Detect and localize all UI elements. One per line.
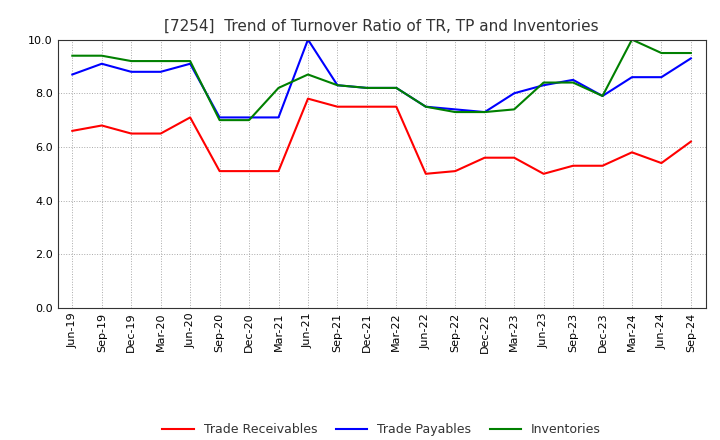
Trade Payables — [598, 93, 607, 99]
Trade Receivables — [628, 150, 636, 155]
Trade Receivables — [97, 123, 106, 128]
Trade Payables — [245, 115, 253, 120]
Inventories — [97, 53, 106, 59]
Inventories — [421, 104, 430, 109]
Inventories — [245, 117, 253, 123]
Inventories — [215, 117, 224, 123]
Inventories — [539, 80, 548, 85]
Inventories — [392, 85, 400, 91]
Trade Payables — [628, 74, 636, 80]
Trade Receivables — [245, 169, 253, 174]
Legend: Trade Receivables, Trade Payables, Inventories: Trade Receivables, Trade Payables, Inven… — [157, 418, 606, 440]
Trade Payables — [274, 115, 283, 120]
Trade Receivables — [304, 96, 312, 101]
Inventories — [68, 53, 76, 59]
Trade Payables — [68, 72, 76, 77]
Trade Payables — [480, 110, 489, 115]
Trade Receivables — [569, 163, 577, 169]
Inventories — [687, 50, 696, 55]
Trade Payables — [392, 85, 400, 91]
Inventories — [451, 110, 459, 115]
Trade Receivables — [68, 128, 76, 133]
Inventories — [628, 37, 636, 42]
Trade Payables — [333, 83, 342, 88]
Inventories — [156, 59, 165, 64]
Inventories — [127, 59, 135, 64]
Trade Receivables — [392, 104, 400, 109]
Inventories — [598, 93, 607, 99]
Trade Receivables — [687, 139, 696, 144]
Title: [7254]  Trend of Turnover Ratio of TR, TP and Inventories: [7254] Trend of Turnover Ratio of TR, TP… — [164, 19, 599, 34]
Trade Payables — [421, 104, 430, 109]
Trade Payables — [215, 115, 224, 120]
Inventories — [569, 80, 577, 85]
Trade Receivables — [480, 155, 489, 160]
Trade Payables — [687, 56, 696, 61]
Trade Payables — [304, 37, 312, 42]
Trade Payables — [539, 83, 548, 88]
Trade Payables — [156, 69, 165, 74]
Trade Receivables — [539, 171, 548, 176]
Trade Receivables — [451, 169, 459, 174]
Inventories — [510, 107, 518, 112]
Line: Trade Payables: Trade Payables — [72, 40, 691, 117]
Trade Receivables — [215, 169, 224, 174]
Trade Payables — [569, 77, 577, 82]
Inventories — [333, 83, 342, 88]
Trade Receivables — [333, 104, 342, 109]
Trade Payables — [127, 69, 135, 74]
Trade Payables — [451, 107, 459, 112]
Trade Receivables — [127, 131, 135, 136]
Inventories — [304, 72, 312, 77]
Trade Payables — [363, 85, 372, 91]
Trade Receivables — [421, 171, 430, 176]
Inventories — [274, 85, 283, 91]
Line: Inventories: Inventories — [72, 40, 691, 120]
Trade Payables — [97, 61, 106, 66]
Trade Payables — [657, 74, 666, 80]
Inventories — [480, 110, 489, 115]
Inventories — [363, 85, 372, 91]
Line: Trade Receivables: Trade Receivables — [72, 99, 691, 174]
Trade Receivables — [363, 104, 372, 109]
Trade Receivables — [598, 163, 607, 169]
Trade Payables — [186, 61, 194, 66]
Trade Receivables — [657, 161, 666, 166]
Trade Receivables — [510, 155, 518, 160]
Inventories — [186, 59, 194, 64]
Trade Receivables — [156, 131, 165, 136]
Trade Payables — [510, 91, 518, 96]
Trade Receivables — [274, 169, 283, 174]
Trade Receivables — [186, 115, 194, 120]
Inventories — [657, 50, 666, 55]
